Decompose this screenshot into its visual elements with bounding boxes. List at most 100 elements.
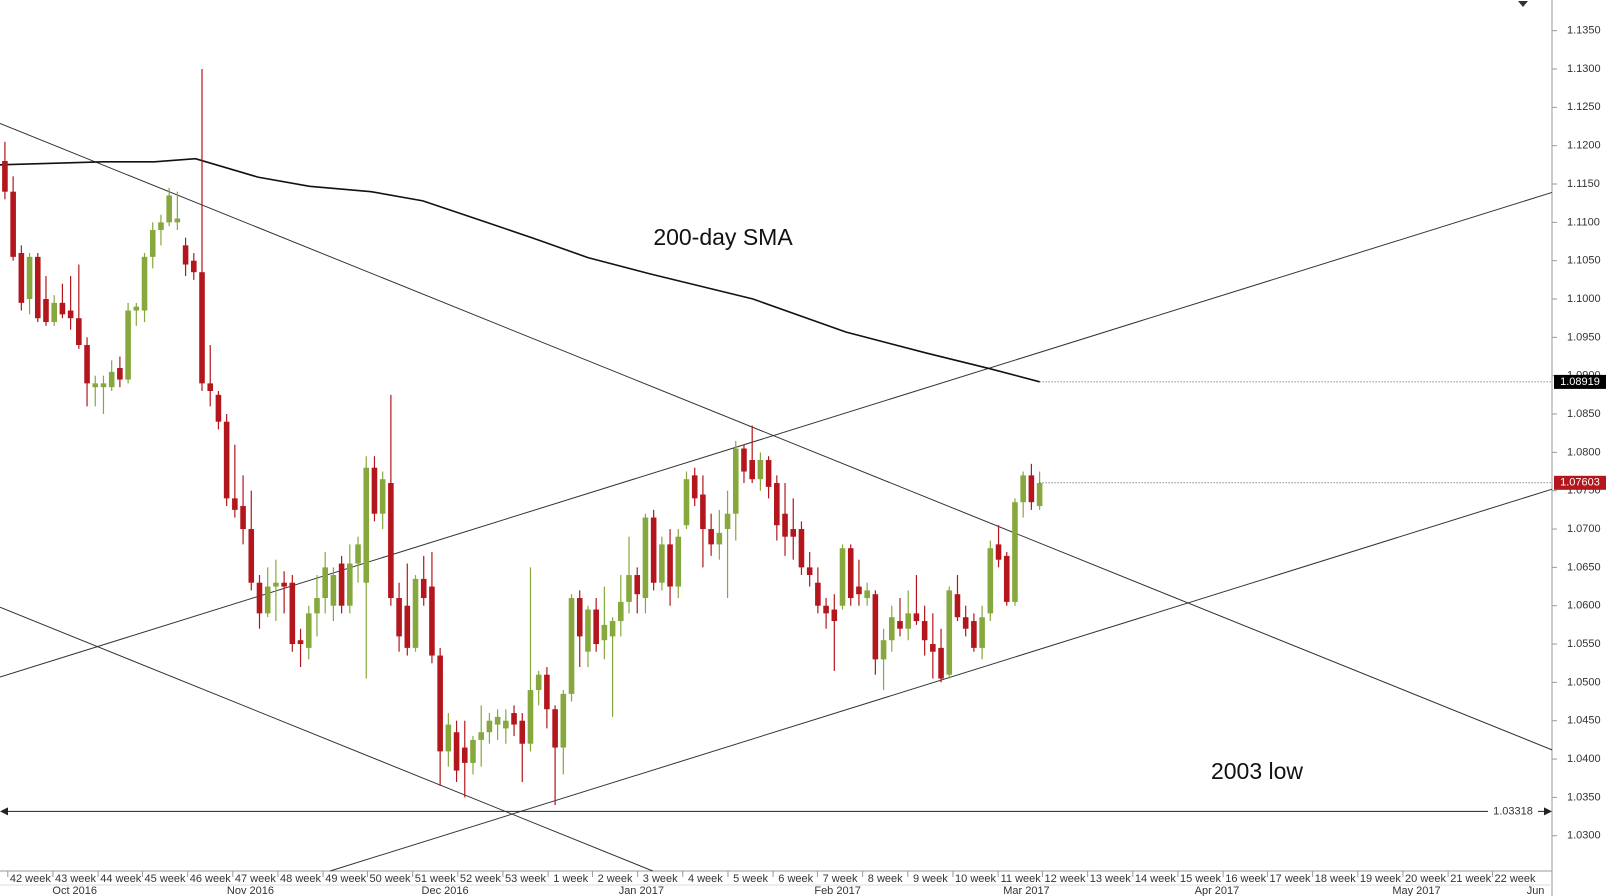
candle-body: [59, 302, 66, 315]
candle-body: [289, 582, 296, 645]
candle-body: [67, 310, 74, 319]
candle-body: [576, 598, 583, 637]
y-tick-label: 1.0550: [1567, 638, 1601, 650]
candle-body: [18, 253, 25, 303]
x-tick-label: 4 week: [688, 873, 723, 885]
low-annotation: 2003 low: [1211, 758, 1303, 784]
x-tick-label: 45 week: [145, 873, 186, 885]
candle-body: [100, 383, 107, 388]
candle-body: [404, 605, 411, 648]
candle-body: [732, 448, 739, 514]
candle-body: [609, 621, 616, 637]
candle-body: [158, 222, 164, 231]
month-label: Nov 2016: [227, 885, 274, 896]
month-label: May 2017: [1392, 885, 1440, 896]
x-tick-label: 18 week: [1315, 873, 1356, 885]
x-tick-label: 20 week: [1405, 873, 1446, 885]
candle-body: [273, 582, 279, 587]
x-tick-label: 9 week: [913, 873, 948, 885]
y-tick-label: 1.0450: [1567, 715, 1601, 727]
candle-body: [552, 709, 558, 748]
trend-line: [0, 122, 1553, 751]
sma-line: [0, 157, 1040, 383]
candle-body: [831, 609, 838, 622]
candle-body: [971, 621, 977, 648]
x-tick-label: 5 week: [733, 873, 768, 885]
x-tick-label: 12 week: [1045, 873, 1086, 885]
candle-body: [478, 732, 484, 740]
y-tick-label: 1.0850: [1567, 408, 1601, 420]
candle-body: [741, 448, 747, 472]
candle-body: [51, 302, 57, 323]
candle-body: [453, 732, 460, 771]
candle-body: [34, 256, 41, 319]
candle-body: [585, 609, 591, 652]
candle-body: [880, 640, 887, 660]
candle-body: [535, 674, 542, 691]
candle-body: [954, 594, 961, 618]
candle-body: [782, 513, 788, 537]
candle-body: [979, 617, 985, 648]
candle-body: [995, 544, 1002, 560]
candle-body: [519, 720, 526, 744]
candle-body: [248, 529, 255, 583]
candle-body: [503, 720, 509, 729]
candle-body: [897, 621, 903, 629]
candle-body: [798, 529, 805, 568]
x-tick-label: 10 week: [955, 873, 996, 885]
x-tick-label: 21 week: [1450, 873, 1491, 885]
candle-body: [544, 674, 550, 710]
support-label-bg: [1488, 804, 1538, 819]
candle-body: [856, 586, 862, 595]
x-tick-label: 1 week: [553, 873, 588, 885]
candle-body: [232, 498, 238, 510]
candle-body: [527, 690, 534, 744]
candle-body: [839, 548, 846, 606]
candle-body: [930, 644, 936, 652]
x-tick-label: 49 week: [325, 873, 366, 885]
month-label: Feb 2017: [814, 885, 860, 896]
candle-body: [757, 460, 764, 480]
y-tick-label: 1.0300: [1567, 830, 1601, 842]
candle-body: [215, 394, 222, 422]
candle-body: [987, 548, 994, 614]
x-tick-label: 22 week: [1495, 873, 1536, 885]
x-tick-label: 48 week: [280, 873, 321, 885]
candle-body: [774, 483, 780, 526]
candle-body: [347, 563, 353, 606]
arrow-head: [0, 807, 8, 816]
candle-body: [683, 479, 690, 526]
y-tick-label: 1.0950: [1567, 331, 1601, 343]
candle-body: [921, 621, 928, 641]
candle-body: [133, 306, 140, 311]
candle-body: [765, 460, 772, 487]
candle-body: [117, 368, 123, 380]
price-marker-box: [1554, 374, 1606, 389]
candle-body: [962, 617, 969, 629]
candle-body: [511, 713, 517, 725]
candle-body: [429, 586, 435, 656]
candle-body: [338, 563, 345, 606]
candle-body: [322, 567, 328, 599]
candle-body: [182, 245, 189, 265]
candle-body: [806, 567, 813, 576]
y-tick-label: 1.0350: [1567, 791, 1601, 803]
x-tick-label: 50 week: [370, 873, 411, 885]
candle-body: [560, 693, 567, 748]
candle-body: [470, 739, 476, 763]
candle-body: [905, 613, 911, 629]
month-label: Dec 2016: [422, 885, 469, 896]
candle-body: [691, 475, 698, 499]
y-tick-label: 1.0700: [1567, 523, 1601, 535]
menu-arrow[interactable]: [1518, 1, 1528, 7]
y-tick-label: 1.0500: [1567, 676, 1601, 688]
candle-body: [1003, 555, 1010, 602]
candle-body: [125, 310, 131, 380]
candle-body: [141, 256, 148, 311]
x-tick-label: 47 week: [235, 873, 276, 885]
x-tick-label: 19 week: [1360, 873, 1401, 885]
price-marker-label: 1.08919: [1560, 376, 1600, 388]
candle-body: [84, 345, 90, 384]
